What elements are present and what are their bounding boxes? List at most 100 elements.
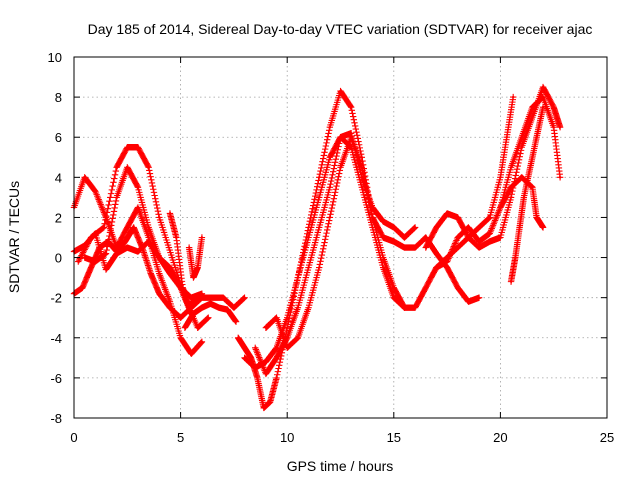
data-point bbox=[234, 320, 238, 323]
data-point bbox=[126, 146, 129, 149]
data-point bbox=[541, 105, 545, 109]
data-point bbox=[136, 250, 140, 253]
data-point bbox=[435, 266, 438, 269]
x-tick-label: 20 bbox=[493, 430, 507, 445]
data-point bbox=[456, 246, 459, 249]
data-point bbox=[413, 306, 417, 309]
data-point bbox=[104, 268, 108, 271]
plot-frame bbox=[73, 56, 608, 419]
data-point bbox=[136, 186, 140, 189]
data-point bbox=[192, 312, 195, 315]
data-point bbox=[275, 346, 278, 350]
data-point bbox=[236, 336, 240, 339]
data-point bbox=[371, 226, 374, 229]
data-point bbox=[275, 316, 278, 319]
data-point bbox=[254, 366, 257, 370]
data-point bbox=[94, 260, 97, 263]
data-point bbox=[518, 226, 521, 229]
data-point bbox=[254, 346, 257, 350]
data-point bbox=[488, 216, 491, 219]
data-point bbox=[243, 296, 246, 299]
data-point bbox=[529, 166, 532, 169]
data-point bbox=[477, 246, 481, 249]
x-axis-label: GPS time / hours bbox=[287, 458, 394, 474]
y-tick-label: 0 bbox=[55, 251, 62, 266]
data-point bbox=[360, 166, 364, 169]
data-point bbox=[179, 316, 182, 319]
chart-title: Day 185 of 2014, Sidereal Day-to-day VTE… bbox=[88, 21, 593, 37]
data-point bbox=[349, 105, 353, 109]
data-point bbox=[192, 276, 195, 279]
data-point bbox=[89, 266, 93, 269]
data-point bbox=[522, 196, 526, 199]
data-point bbox=[158, 272, 161, 275]
data-point bbox=[296, 276, 300, 279]
data-point bbox=[264, 326, 268, 329]
y-tick-label: -8 bbox=[50, 411, 62, 426]
data-point bbox=[392, 296, 395, 299]
data-point bbox=[115, 166, 118, 169]
data-point bbox=[541, 226, 545, 229]
data-point bbox=[531, 186, 534, 189]
data-point bbox=[328, 156, 332, 159]
series-12 bbox=[252, 130, 419, 378]
data-point bbox=[136, 206, 140, 209]
data-point bbox=[488, 232, 491, 235]
data-point bbox=[445, 266, 449, 269]
x-tick-label: 10 bbox=[280, 430, 294, 445]
data-point bbox=[392, 226, 395, 229]
data-point bbox=[413, 226, 417, 229]
data-point bbox=[381, 236, 385, 239]
data-point bbox=[83, 244, 86, 247]
data-point bbox=[175, 236, 178, 239]
data-point bbox=[123, 240, 127, 243]
data-point bbox=[317, 226, 321, 229]
data-point bbox=[104, 252, 108, 255]
data-point bbox=[147, 166, 150, 169]
data-point bbox=[552, 105, 555, 109]
data-point bbox=[296, 306, 300, 309]
data-point bbox=[520, 176, 523, 179]
data-point bbox=[403, 246, 406, 249]
data-point bbox=[190, 306, 193, 309]
data-point bbox=[256, 376, 259, 380]
data-point bbox=[445, 212, 449, 215]
data-point bbox=[317, 176, 321, 179]
y-tick-label: 8 bbox=[55, 90, 62, 105]
data-point bbox=[126, 226, 129, 229]
series-7 bbox=[177, 294, 248, 321]
data-point bbox=[190, 352, 193, 356]
data-point bbox=[190, 296, 193, 299]
data-point bbox=[102, 226, 106, 229]
chart-data-marks bbox=[70, 83, 564, 412]
data-point bbox=[349, 132, 353, 135]
y-tick-label: 2 bbox=[55, 210, 62, 225]
data-point bbox=[286, 346, 289, 350]
y-tick-label: 10 bbox=[48, 50, 62, 65]
data-point bbox=[94, 190, 97, 193]
data-point bbox=[392, 240, 395, 243]
data-point bbox=[328, 216, 332, 219]
data-point bbox=[339, 136, 342, 139]
data-point bbox=[83, 256, 86, 259]
data-point bbox=[435, 252, 438, 255]
data-point bbox=[168, 300, 172, 303]
data-point bbox=[232, 306, 236, 309]
data-point bbox=[467, 236, 470, 239]
data-point bbox=[115, 252, 118, 255]
data-point bbox=[158, 216, 161, 219]
data-point bbox=[194, 296, 197, 299]
data-point bbox=[317, 196, 321, 199]
data-point bbox=[200, 296, 204, 299]
data-point bbox=[207, 316, 210, 319]
x-tick-label: 0 bbox=[70, 430, 77, 445]
data-point bbox=[328, 125, 332, 129]
data-point bbox=[456, 216, 459, 219]
y-tick-label: -6 bbox=[50, 371, 62, 386]
data-point bbox=[158, 292, 161, 295]
x-tick-label: 25 bbox=[600, 430, 614, 445]
data-point bbox=[477, 296, 481, 299]
data-point bbox=[179, 336, 182, 339]
data-point bbox=[558, 176, 562, 179]
data-point bbox=[264, 372, 268, 376]
